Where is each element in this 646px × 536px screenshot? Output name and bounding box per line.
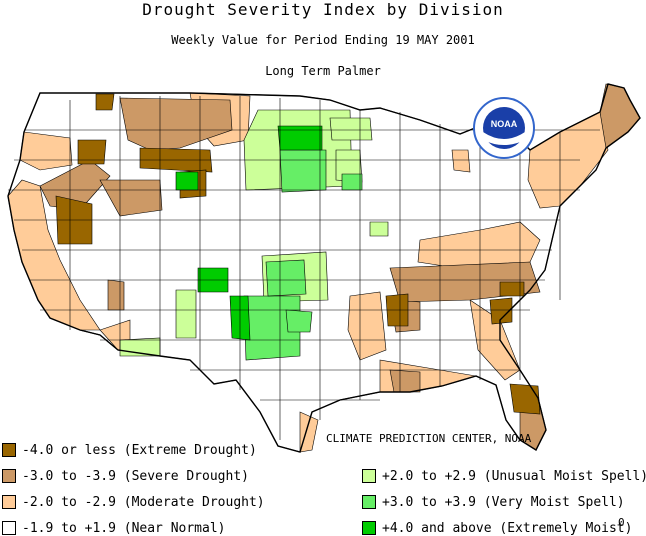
legend-drought-label: -1.9 to +1.9 (Near Normal): [22, 520, 226, 536]
region-very-moist-tx: [285, 309, 313, 333]
legend-drought-item: -3.0 to -3.9 (Severe Drought): [2, 468, 249, 484]
legend-moist-swatch: [362, 469, 376, 483]
region-moderate-michigan: [451, 149, 471, 173]
legend-moist-label: +4.0 and above (Extremely Moist): [382, 520, 633, 536]
division-lines-horizontal: [8, 129, 600, 401]
region-severe-louisiana: [389, 369, 421, 393]
region-very-moist-ks: [265, 259, 307, 297]
legend-moist-label: +2.0 to +2.9 (Unusual Moist Spell): [382, 468, 646, 484]
legend-moist-swatch: [362, 495, 376, 509]
region-very-moist-nd: [279, 149, 327, 193]
region-unusual-moist-missouri: [369, 221, 389, 237]
region-extreme-florida: [509, 383, 541, 415]
legend-drought-swatch: [2, 469, 16, 483]
region-extreme-appalachia: [499, 281, 525, 297]
noaa-logo: NOAA: [473, 97, 535, 159]
legend-moist-item: +2.0 to +2.9 (Unusual Moist Spell): [362, 468, 646, 484]
legend-drought-swatch: [2, 443, 16, 457]
legend-moist-item: +4.0 and above (Extremely Moist): [362, 520, 632, 536]
noaa-logo-text: NOAA: [491, 119, 518, 129]
region-unusual-moist-minnesota: [329, 117, 373, 141]
legend-drought-item: -1.9 to +1.9 (Near Normal): [2, 520, 226, 536]
legend-drought-label: -2.0 to -2.9 (Moderate Drought): [22, 494, 265, 510]
legend-moist-item: +3.0 to +3.9 (Very Moist Spell): [362, 494, 625, 510]
legend-drought-label: -4.0 or less (Extreme Drought): [22, 442, 257, 458]
region-extremely-moist-mt: [175, 171, 199, 191]
legend-drought-swatch: [2, 495, 16, 509]
map-title: Drought Severity Index by Division: [142, 0, 504, 19]
legend-moist-swatch: [362, 521, 376, 535]
map-period-subtitle: Weekly Value for Period Ending 19 MAY 20…: [171, 33, 475, 47]
legend-drought-swatch: [2, 521, 16, 535]
legend-drought-label: -3.0 to -3.9 (Severe Drought): [22, 468, 249, 484]
legend-moist-label: +3.0 to +3.9 (Very Moist Spell): [382, 494, 625, 510]
map-index-subtitle: Long Term Palmer: [265, 64, 381, 78]
region-extremely-moist-nd: [277, 125, 323, 151]
region-very-moist-ne: [341, 173, 363, 191]
region-severe-arizona: [107, 279, 125, 311]
region-moderate-ohio-valley: [417, 221, 541, 271]
region-severe-montana: [119, 97, 233, 151]
legend-drought-item: -2.0 to -2.9 (Moderate Drought): [2, 494, 265, 510]
region-unusual-moist-colorado: [175, 289, 197, 339]
region-moderate-texas-south: [299, 411, 319, 453]
region-severe-nevada-west: [99, 179, 163, 217]
us-climate-division-map: NOAA: [7, 83, 641, 453]
region-extreme-carolina: [489, 297, 513, 325]
division-lines-vertical: [69, 96, 561, 440]
region-moderate-lower-miss: [347, 291, 387, 361]
page-number: 0: [618, 516, 625, 529]
legend-drought-item: -4.0 or less (Extreme Drought): [2, 442, 257, 458]
region-extreme-oregon: [95, 93, 115, 111]
region-extreme-idaho: [77, 139, 107, 165]
credit-text: CLIMATE PREDICTION CENTER, NOAA: [326, 432, 532, 445]
